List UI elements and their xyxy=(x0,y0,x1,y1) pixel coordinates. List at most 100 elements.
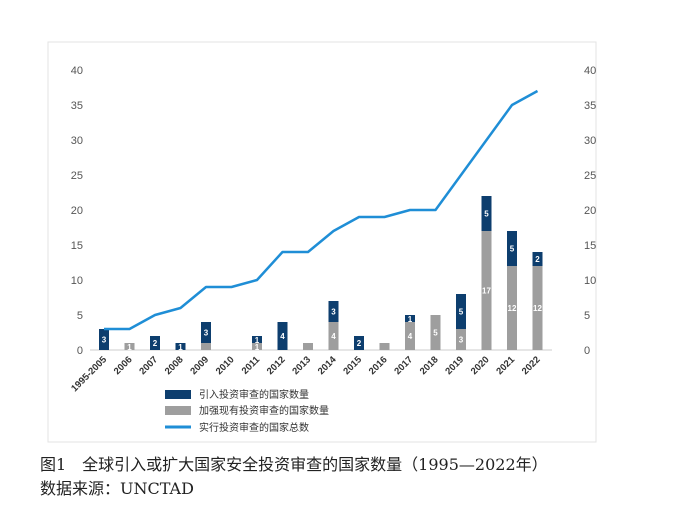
bar-strengthen xyxy=(303,343,313,350)
bar-introduce xyxy=(328,301,339,322)
legend-label-introduce: 引入投资审查的国家数量 xyxy=(199,388,309,401)
bar-strengthen xyxy=(124,343,135,350)
x-tick-label: 2011 xyxy=(240,354,263,377)
figure-caption: 图1 全球引入或扩大国家安全投资审查的国家数量（1995—2022年） 数据来源… xyxy=(40,453,660,501)
y-tick-label-left: 0 xyxy=(77,345,83,357)
bar-introduce xyxy=(175,343,186,350)
bar-introduce xyxy=(277,322,288,350)
bar-label-introduce: 5 xyxy=(459,308,464,317)
y-tick-label-right: 35 xyxy=(584,100,596,112)
bar-label-strengthen: 17 xyxy=(482,287,491,296)
bar-label-strengthen: 12 xyxy=(508,304,517,313)
bar-label-introduce: 5 xyxy=(484,210,489,219)
total-line-layer xyxy=(103,89,539,331)
bar-strengthen xyxy=(379,343,390,350)
bar-label-strengthen: 1 xyxy=(127,343,132,352)
chart-frame xyxy=(47,41,597,443)
x-tick-label: 2021 xyxy=(494,354,517,377)
bar-label-introduce: 4 xyxy=(280,332,285,341)
x-axis-ticks: 1995-2005 2006 2007 2008 2009 2010 2011 2012 201… xyxy=(69,354,542,394)
bar-strengthen xyxy=(456,329,466,350)
y-tick-label-right: 0 xyxy=(584,345,590,357)
y-tick-label-right: 40 xyxy=(584,65,596,77)
bar-label-introduce: 1 xyxy=(178,343,183,352)
legend-item-introduce: 引入投资审查的国家数量 xyxy=(165,388,309,401)
bar-introduce xyxy=(405,315,415,322)
legend-item-strengthen: 加强现有投资审查的国家数量 xyxy=(165,404,329,417)
bar-introduce xyxy=(150,336,160,350)
x-tick-label: 2012 xyxy=(265,354,288,377)
bar-strengthen xyxy=(405,322,415,350)
y-tick-label-left: 10 xyxy=(71,275,83,287)
x-tick-label: 1995-2005 xyxy=(69,354,109,394)
bar-label-introduce: 2 xyxy=(153,339,158,348)
x-tick-label: 2020 xyxy=(469,354,492,377)
y-tick-label-left: 40 xyxy=(71,65,83,77)
legend-label-strengthen: 加强现有投资审查的国家数量 xyxy=(199,404,329,417)
bar-label-introduce: 3 xyxy=(204,329,209,338)
x-tick-label: 2019 xyxy=(443,354,466,377)
x-tick-label: 2008 xyxy=(163,354,186,377)
bar-introduce xyxy=(456,294,466,329)
bar-label-introduce: 1 xyxy=(408,315,413,324)
bar-strengthen xyxy=(252,343,262,350)
x-tick-label: 2018 xyxy=(418,354,441,377)
x-tick-label: 2014 xyxy=(316,354,339,377)
bars xyxy=(99,196,543,350)
y-tick-label-right: 30 xyxy=(584,135,596,147)
bar-label-strengthen: 12 xyxy=(533,304,542,313)
bar-label-strengthen: 3 xyxy=(459,336,464,345)
legend-label-total: 实行投资审查的国家总数 xyxy=(199,421,309,434)
legend: 引入投资审查的国家数量 加强现有投资审查的国家数量 实行投资审查的国家总数 xyxy=(165,388,329,434)
y-tick-label-right: 25 xyxy=(584,170,596,182)
y-axis-left: 0 5 10 15 20 25 30 35 40 xyxy=(71,65,83,357)
bar-strengthen xyxy=(430,315,441,350)
x-tick-label: 2010 xyxy=(214,354,237,377)
y-tick-label-left: 5 xyxy=(77,310,83,322)
bar-label-strengthen: 4 xyxy=(331,332,336,341)
legend-swatch-strengthen xyxy=(165,406,191,415)
x-tick-label: 2007 xyxy=(137,354,160,377)
x-tick-label: 2022 xyxy=(520,354,543,377)
x-tick-label: 2016 xyxy=(367,354,390,377)
y-tick-label-left: 30 xyxy=(71,135,83,147)
bar-introduce xyxy=(99,329,109,350)
x-tick-label: 2009 xyxy=(188,354,211,377)
bar-label-strengthen: 5 xyxy=(433,329,438,338)
bar-strengthen xyxy=(201,343,211,350)
legend-item-total: 实行投资审查的国家总数 xyxy=(165,421,309,434)
bar-introduce xyxy=(481,196,492,231)
x-tick-label: 2006 xyxy=(112,354,135,377)
legend-swatch-introduce xyxy=(165,390,191,399)
bar-label-introduce: 1 xyxy=(255,336,260,345)
figure-title: 图1 全球引入或扩大国家安全投资审查的国家数量（1995—2022年） xyxy=(40,455,548,474)
bar-label-introduce: 3 xyxy=(102,336,107,345)
y-axis-right: 0 5 10 15 20 25 30 35 40 xyxy=(584,65,596,357)
bar-strengthen xyxy=(328,322,339,350)
x-tick-label: 2017 xyxy=(392,354,415,377)
bar-introduce xyxy=(532,252,543,266)
total-line xyxy=(104,89,539,331)
y-tick-label-right: 15 xyxy=(584,240,596,252)
bar-label-introduce: 3 xyxy=(331,308,336,317)
bar-strengthen xyxy=(507,266,517,350)
y-tick-label-right: 5 xyxy=(584,310,590,322)
y-tick-label-left: 25 xyxy=(71,170,83,182)
bar-label-strengthen: 1 xyxy=(255,343,260,352)
y-tick-label-left: 15 xyxy=(71,240,83,252)
y-tick-label-right: 20 xyxy=(584,205,596,217)
data-source: 数据来源：UNCTAD xyxy=(40,479,194,498)
x-tick-label: 2015 xyxy=(341,354,364,377)
bar-introduce xyxy=(252,336,262,343)
bar-label-introduce: 2 xyxy=(357,339,362,348)
bar-label-introduce: 2 xyxy=(535,255,540,264)
bar-label-introduce: 5 xyxy=(510,245,515,254)
bar-introduce xyxy=(354,336,364,350)
bar-label-strengthen: 4 xyxy=(408,332,413,341)
y-tick-label-right: 10 xyxy=(584,275,596,287)
y-tick-label-left: 20 xyxy=(71,205,83,217)
bar-introduce xyxy=(507,231,517,266)
bar-strengthen xyxy=(532,266,543,350)
